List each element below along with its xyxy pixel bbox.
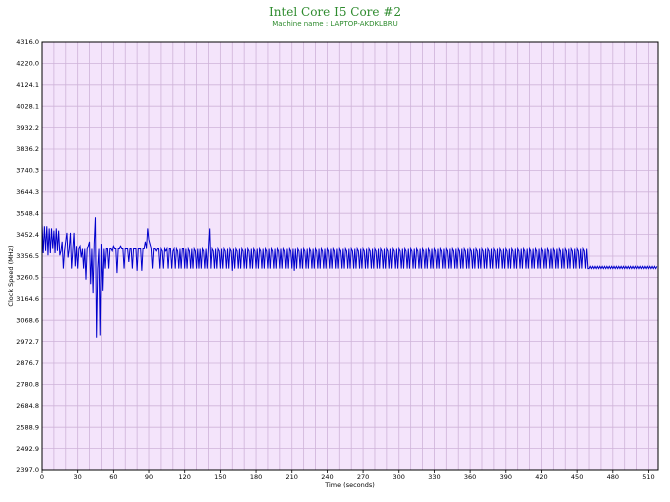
y-tick-label: 4220.0 (16, 60, 39, 68)
x-tick-label: 210 (286, 473, 298, 481)
grid (42, 41, 658, 471)
y-tick-label: 2492.9 (16, 445, 39, 453)
x-tick-label: 240 (321, 473, 333, 481)
y-tick-label: 2780.8 (16, 381, 39, 389)
y-tick-label: 3836.2 (16, 145, 39, 153)
x-tick-label: 30 (74, 473, 82, 481)
y-axis-label: Clock Speed (MHz) (7, 245, 15, 306)
x-tick-label: 420 (535, 473, 547, 481)
y-tick-label: 3644.3 (16, 188, 39, 196)
y-tick-label: 2876.7 (16, 359, 39, 367)
y-tick-label: 4028.1 (16, 102, 39, 110)
y-tick-label: 2588.9 (16, 423, 39, 431)
plot-border (41, 41, 659, 471)
series-layer (41, 217, 658, 338)
x-tick-label: 150 (214, 473, 226, 481)
x-tick-label: 180 (250, 473, 262, 481)
y-tick-label: 4124.1 (16, 81, 39, 89)
x-tick-label: 120 (178, 473, 190, 481)
x-tick-label: 390 (500, 473, 512, 481)
y-tick-label: 3452.4 (16, 231, 39, 239)
x-tick-label: 510 (642, 473, 654, 481)
x-tick-label: 450 (571, 473, 583, 481)
x-tick-label: 330 (428, 473, 440, 481)
y-tick-label: 3260.5 (16, 274, 39, 282)
y-tick-label: 3164.6 (16, 295, 39, 303)
x-tick-label: 480 (607, 473, 619, 481)
y-tick-label: 3740.3 (16, 167, 39, 175)
x-tick-label: 60 (109, 473, 117, 481)
y-tick-label: 3068.6 (16, 316, 39, 324)
x-tick-label: 300 (393, 473, 405, 481)
chart-title: Intel Core I5 Core #2 (268, 5, 402, 19)
y-tick-label: 2397.0 (16, 466, 39, 474)
y-tick-label: 3548.4 (16, 209, 39, 217)
y-tick-label: 2684.8 (16, 402, 39, 410)
y-tick-label: 2972.7 (16, 338, 39, 346)
y-tick-label: 3356.5 (16, 252, 39, 260)
x-tick-label: 90 (145, 473, 153, 481)
x-tick-label: 270 (357, 473, 369, 481)
y-tick-label: 4316.0 (16, 38, 39, 46)
tick-labels: 2397.0 2492.9 2588.9 2684.8 2780.8 2876.7 2972… (16, 38, 654, 481)
y-tick-label: 3932.2 (16, 124, 39, 132)
x-tick-label: 360 (464, 473, 476, 481)
series-line-0 (41, 217, 658, 338)
x-tick-label: 0 (40, 473, 44, 481)
x-axis-label: Time (seconds) (324, 481, 375, 489)
chart-subtitle: Machine name : LAPTOP-AKDKLBRU (272, 20, 398, 28)
